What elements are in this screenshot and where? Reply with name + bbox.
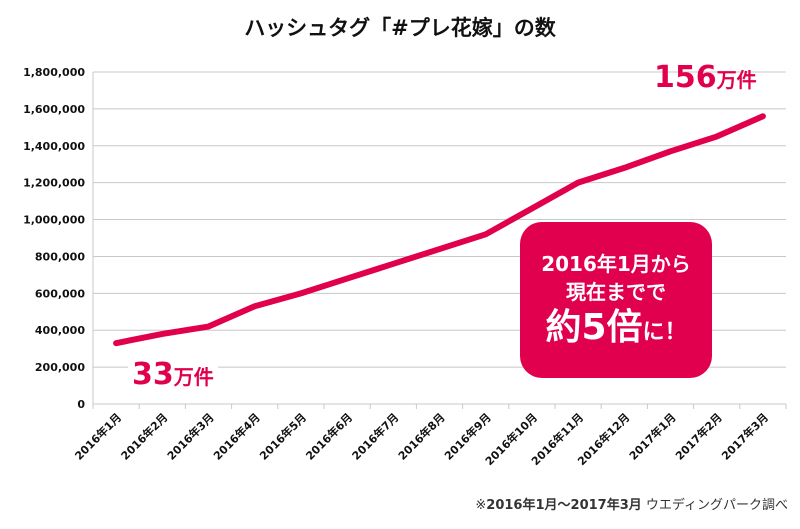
x-tick-label: 2016年7月 [349,410,402,463]
y-tick-label: 1,600,000 [23,103,85,116]
chart-title: ハッシュタグ「#プレ花嫁」の数 [244,16,556,40]
end-value-unit: 万件 [716,68,757,92]
x-tick-label: 2016年8月 [395,410,448,463]
y-tick-label: 1,200,000 [23,177,85,190]
callout-line1: 2016年1月から [541,252,691,276]
start-value-annotation: 33万件 [128,357,218,392]
note-mark: ※ [475,498,487,513]
end-value-number: 156 [654,60,717,95]
y-tick-label: 200,000 [35,361,85,374]
x-tick-label: 2016年5月 [256,410,309,463]
y-tick-label: 1,000,000 [23,214,85,227]
y-tick-label: 600,000 [35,287,85,300]
growth-callout: 2016年1月から 現在までで 約5倍に！ [520,222,712,378]
callout-suffix: に！ [642,320,687,345]
y-tick-label: 0 [77,398,85,411]
callout-line3: 約5倍に！ [520,306,712,355]
start-value-unit: 万件 [173,365,214,389]
start-value-number: 33 [132,357,174,392]
x-tick-label: 2017年2月 [672,410,725,463]
callout-multiplier: 約5倍 [545,307,643,348]
end-value-annotation: 156万件 [654,60,757,95]
x-tick-label: 2016年1月 [72,410,125,463]
note-range: 2016年1月～2017年3月 [486,498,642,513]
x-tick-label: 2016年2月 [118,410,171,463]
source-note: ※2016年1月～2017年3月 ウエディングパーク調べ [475,494,788,513]
y-tick-label: 800,000 [35,250,85,263]
x-tick-label: 2016年4月 [210,410,263,463]
y-tick-label: 1,800,000 [23,66,85,79]
y-tick-label: 1,400,000 [23,140,85,153]
x-tick-label: 2016年6月 [303,410,356,463]
x-tick-label: 2017年1月 [626,410,679,463]
callout-line2: 現在までで [566,280,666,304]
x-tick-label: 2016年3月 [164,410,217,463]
note-source: ウエディングパーク調べ [641,498,788,513]
x-tick-label: 2017年3月 [718,410,771,463]
y-tick-label: 400,000 [35,324,85,337]
